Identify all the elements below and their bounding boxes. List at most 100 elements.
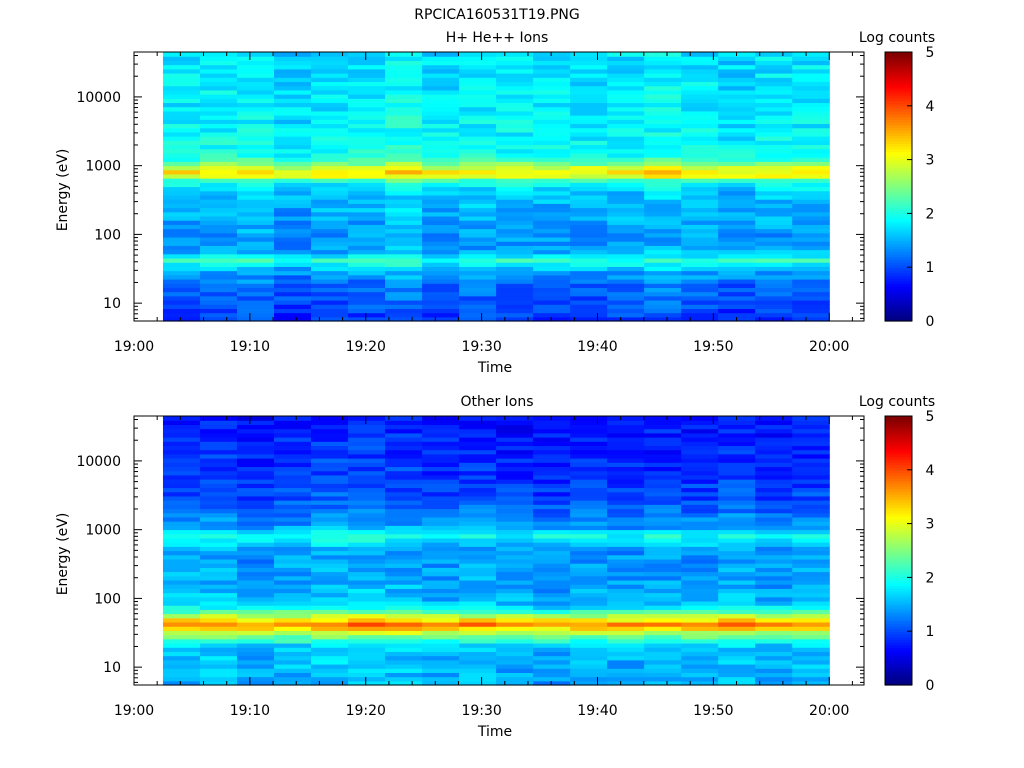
heatmap-cell (496, 647, 534, 652)
heatmap-cell (311, 445, 349, 451)
heatmap-cell (681, 157, 719, 162)
heatmap-cell (199, 123, 238, 129)
heatmap-cell (718, 131, 756, 137)
heatmap-cell (311, 474, 349, 480)
colorbar-swatch (885, 647, 912, 651)
heatmap-cell (718, 194, 756, 200)
heatmap-cell (533, 638, 571, 644)
colorbar-swatch (885, 291, 912, 295)
heatmap-cell (496, 102, 534, 108)
heatmap-cell (237, 52, 275, 57)
heatmap-cell (718, 651, 756, 657)
heatmap-cell (644, 554, 682, 560)
heatmap-cell (792, 194, 830, 200)
heatmap-cell (348, 110, 386, 116)
heatmap-cell (607, 655, 645, 661)
heatmap-cell (348, 241, 386, 246)
heatmap-cell (162, 308, 201, 314)
heatmap-cell (533, 420, 571, 425)
heatmap-cell (199, 642, 238, 648)
heatmap-cell (607, 617, 645, 623)
heatmap-cell (199, 651, 238, 657)
heatmap-cell (570, 64, 608, 70)
heatmap-cell (385, 85, 423, 91)
heatmap-cell (792, 77, 830, 83)
heatmap-cell (422, 207, 460, 213)
heatmap-cell (348, 102, 386, 108)
heatmap-cell (162, 416, 201, 421)
colorbar-swatch (885, 299, 912, 303)
colorbar-swatch (885, 520, 912, 525)
heatmap-cell (681, 626, 719, 631)
heatmap-cell (348, 542, 386, 547)
heatmap-cell (755, 169, 793, 175)
heatmap-cell (496, 270, 534, 276)
heatmap-cell (422, 537, 460, 543)
heatmap-cell (459, 236, 497, 242)
heatmap-cell (644, 144, 682, 150)
colorbar-swatch (885, 302, 912, 306)
heatmap-cell (199, 190, 238, 196)
heatmap-cell (792, 626, 830, 631)
heatmap-cell (644, 680, 682, 686)
heatmap-cell (496, 266, 534, 272)
heatmap-cell (422, 236, 460, 242)
heatmap-cell (311, 533, 349, 539)
heatmap-cell (385, 659, 423, 665)
heatmap-cell (311, 73, 349, 78)
heatmap-cell (311, 287, 349, 293)
heatmap-cell (570, 651, 608, 657)
heatmap-cell (533, 115, 571, 120)
colorbar-swatch (885, 76, 912, 80)
heatmap-cell (422, 106, 460, 112)
heatmap-cell (570, 642, 608, 648)
colorbar-swatch (885, 612, 912, 616)
heatmap-cell (311, 241, 349, 246)
heatmap-cell (385, 60, 423, 66)
heatmap-cell (570, 312, 608, 318)
heatmap-cell (681, 274, 719, 280)
heatmap-cell (162, 228, 201, 234)
colorbar-swatch (885, 130, 912, 134)
heatmap-cell (644, 567, 682, 573)
heatmap-cell (274, 228, 312, 234)
heatmap-cell (607, 316, 645, 322)
heatmap-cell (792, 504, 830, 510)
heatmap-cell (199, 420, 238, 425)
heatmap-cell (792, 512, 830, 518)
colorbar-swatch (885, 615, 912, 619)
heatmap-cell (607, 73, 645, 78)
heatmap-cell (755, 316, 793, 322)
colorbar-swatch (885, 429, 912, 433)
heatmap-cell (385, 102, 423, 108)
heatmap-cell (422, 558, 460, 564)
heatmap-cell (755, 308, 793, 314)
heatmap-cell (496, 462, 534, 468)
colorbar-swatch (885, 205, 912, 209)
heatmap-cell (533, 504, 571, 510)
heatmap-cell (644, 316, 682, 322)
heatmap-cell (385, 299, 423, 305)
heatmap-cell (607, 64, 645, 70)
heatmap-cell (162, 550, 201, 556)
heatmap-cell (162, 215, 201, 221)
heatmap-cell (570, 479, 608, 484)
heatmap-cell (755, 68, 793, 74)
heatmap-cell (311, 169, 349, 175)
heatmap-cell (385, 579, 423, 585)
heatmap-cell (162, 571, 201, 577)
heatmap-cell (496, 274, 534, 280)
heatmap-cell (348, 428, 386, 434)
heatmap-cell (162, 453, 201, 459)
colorbar-swatch (885, 140, 912, 145)
heatmap-cell (162, 474, 201, 480)
heatmap-cell (755, 470, 793, 476)
heatmap-cell (199, 500, 238, 505)
heatmap-cell (570, 420, 608, 425)
heatmap-cell (644, 638, 682, 644)
heatmap-cell (755, 295, 793, 301)
heatmap-cell (348, 617, 386, 623)
heatmap-cell (459, 123, 497, 129)
heatmap-cell (459, 609, 497, 615)
heatmap-cell (533, 77, 571, 83)
